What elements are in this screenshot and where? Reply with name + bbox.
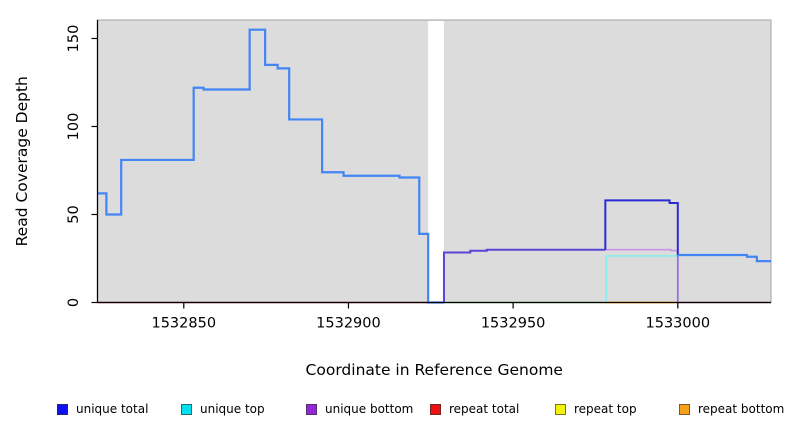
series-unique-overlap-slate [442,248,606,303]
legend-swatch-icon [430,403,441,415]
y-tick-label: 150 [66,25,82,53]
legend-swatch-icon [181,403,192,415]
legend-label: unique bottom [325,402,414,416]
legend-swatch-icon [306,403,317,415]
legend-item-unique-bottom: unique bottom [306,399,413,419]
x-tick-label: 1532850 [151,316,216,332]
legend-label: unique total [76,402,149,416]
legend-item-unique-total: unique total [57,399,148,419]
series-unique-bottom-violet [605,248,678,252]
chart-legend: unique total unique top unique bottom repea… [0,399,792,423]
coverage-chart: 1532850 1532900 1532950 1533000 0 50 100 150 Coo… [13,19,772,379]
legend-swatch-icon [57,403,68,415]
legend-swatch-icon [679,403,690,415]
legend-item-repeat-top: repeat top [555,399,637,419]
series-unique-total-tail [677,253,771,263]
y-tick-label: 100 [66,113,82,141]
legend-label: repeat total [449,402,520,416]
y-tick-label: 50 [66,205,82,223]
y-axis-title: Read Coverage Depth [13,76,31,246]
x-tick-label: 1532900 [316,316,381,332]
series-unique-total-left [97,28,444,304]
x-tick-label: 1532950 [481,316,546,332]
legend-label: repeat bottom [698,402,785,416]
legend-swatch-icon [555,403,566,415]
y-tick-label: 0 [66,298,82,307]
x-tick-label: 1533000 [646,316,711,332]
series-unique-total-box [604,199,679,255]
legend-label: repeat top [574,402,637,416]
x-axis-title: Coordinate in Reference Genome [306,361,563,379]
legend-label: unique top [200,402,265,416]
legend-item-unique-top: unique top [181,399,265,419]
legend-item-repeat-total: repeat total [430,399,519,419]
coverage-gap-region [428,21,444,302]
legend-item-repeat-bottom: repeat bottom [679,399,784,419]
